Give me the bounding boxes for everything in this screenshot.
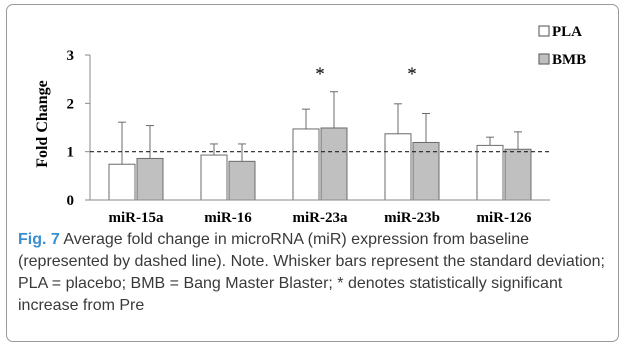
bar-pla	[108, 163, 136, 201]
bar-bmb	[320, 127, 348, 201]
y-tick-label: 3	[67, 48, 75, 64]
y-tick-label: 1	[67, 145, 75, 161]
x-category-label: miR-23a	[293, 210, 348, 226]
bar-bmb	[136, 157, 164, 201]
y-tick-label: 2	[67, 96, 75, 112]
y-tick-label: 0	[67, 193, 75, 209]
legend-label-pla: PLA	[552, 24, 582, 40]
figure-label: Fig. 7	[18, 231, 60, 248]
bar-pla	[292, 128, 320, 201]
bar-pla	[384, 133, 412, 201]
significance-marker: *	[407, 64, 417, 85]
legend-swatch-pla	[538, 25, 550, 37]
legend: PLA BMB	[538, 24, 586, 68]
legend-label-bmb: BMB	[552, 52, 586, 68]
bar-pla	[476, 144, 504, 201]
legend-swatch-bmb	[538, 53, 550, 65]
bar-bmb	[504, 148, 532, 201]
significance-marker: *	[315, 64, 325, 85]
x-category-label: miR-23b	[384, 210, 440, 226]
figure-caption: Fig. 7 Average fold change in microRNA (…	[18, 229, 612, 317]
figure-caption-text: Average fold change in microRNA (miR) ex…	[18, 231, 605, 314]
plot-area: 0 1 2 3 miR-15a miR-16 miR-23a * miR-23b * miR-126	[67, 48, 550, 226]
y-axis-title: Fold Change	[34, 80, 51, 168]
x-category-label: miR-126	[477, 210, 532, 226]
x-category-label: miR-15a	[109, 210, 164, 226]
bar-bmb	[228, 160, 256, 201]
bar-pla	[200, 154, 228, 201]
bar-chart: Fold Change 0 1 2 3 miR-15a miR-16 miR-23a * miR…	[34, 24, 586, 226]
x-category-label: miR-16	[204, 210, 252, 226]
